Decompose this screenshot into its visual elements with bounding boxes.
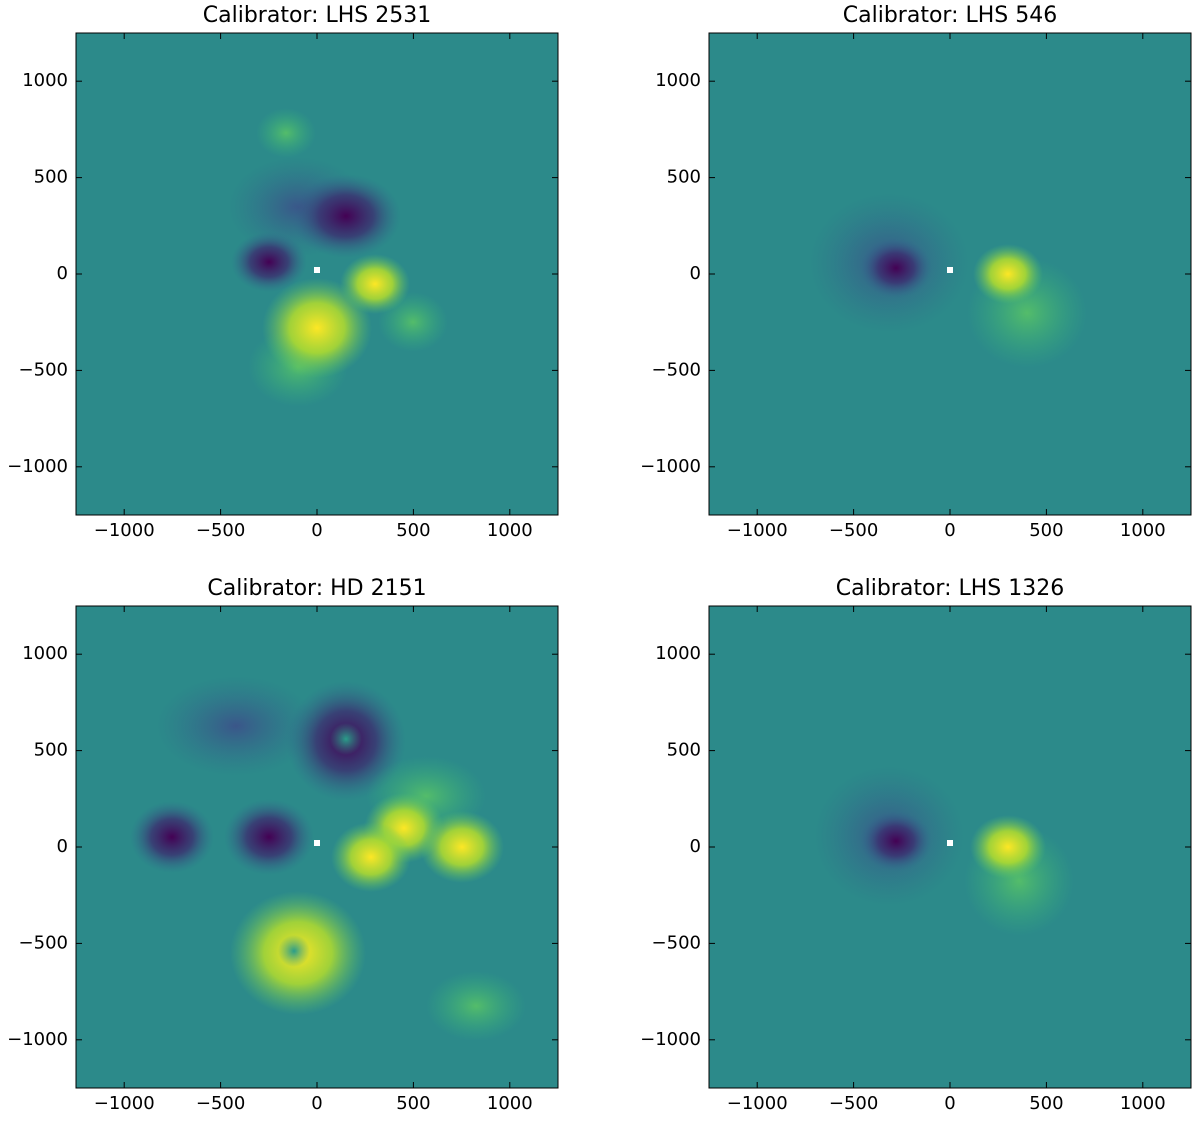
y-tick-label: 1000 <box>22 70 68 91</box>
x-tick-label: −1000 <box>727 1093 788 1114</box>
y-tick-label: −1000 <box>640 456 701 477</box>
y-tick-label: 500 <box>667 740 701 761</box>
y-tick-label: 500 <box>667 167 701 188</box>
x-tick-label: 1000 <box>1120 1093 1166 1114</box>
y-tick-label: −500 <box>19 932 68 953</box>
x-tick-label: −500 <box>829 1093 878 1114</box>
x-tick-label: −1000 <box>94 520 155 541</box>
chart-title: Calibrator: LHS 546 <box>843 3 1057 28</box>
x-tick-label: 0 <box>311 1093 322 1114</box>
x-tick-label: 1000 <box>1120 520 1166 541</box>
y-tick-label: 500 <box>34 740 68 761</box>
chart-title: Calibrator: LHS 1326 <box>836 576 1064 601</box>
heatmap-image <box>76 33 558 515</box>
y-tick-label: 1000 <box>655 70 701 91</box>
x-tick-label: −500 <box>196 520 245 541</box>
y-tick-label: 0 <box>57 836 68 857</box>
y-tick-label: 500 <box>34 167 68 188</box>
x-tick-label: −500 <box>196 1093 245 1114</box>
x-tick-label: 1000 <box>487 520 533 541</box>
x-tick-label: 1000 <box>487 1093 533 1114</box>
x-tick-label: −1000 <box>727 520 788 541</box>
y-tick-label: −1000 <box>7 456 68 477</box>
x-tick-label: 0 <box>944 520 955 541</box>
y-tick-label: −500 <box>652 359 701 380</box>
y-tick-label: −1000 <box>7 1029 68 1050</box>
chart-title: Calibrator: HD 2151 <box>207 576 426 601</box>
heatmap-image <box>709 33 1191 515</box>
y-tick-label: 1000 <box>655 643 701 664</box>
chart-title: Calibrator: LHS 2531 <box>203 3 431 28</box>
x-tick-label: 500 <box>1029 520 1063 541</box>
y-tick-label: 0 <box>690 836 701 857</box>
heatmap-image <box>709 606 1191 1088</box>
x-tick-label: −1000 <box>94 1093 155 1114</box>
x-tick-label: 500 <box>396 1093 430 1114</box>
y-tick-label: −1000 <box>640 1029 701 1050</box>
y-tick-label: −500 <box>19 359 68 380</box>
x-tick-label: 0 <box>311 520 322 541</box>
x-tick-label: 0 <box>944 1093 955 1114</box>
y-tick-label: 0 <box>690 263 701 284</box>
y-tick-label: 1000 <box>22 643 68 664</box>
y-tick-label: 0 <box>57 263 68 284</box>
x-tick-label: 500 <box>396 520 430 541</box>
heatmap-image <box>76 606 558 1088</box>
x-tick-label: −500 <box>829 520 878 541</box>
y-tick-label: −500 <box>652 932 701 953</box>
x-tick-label: 500 <box>1029 1093 1063 1114</box>
